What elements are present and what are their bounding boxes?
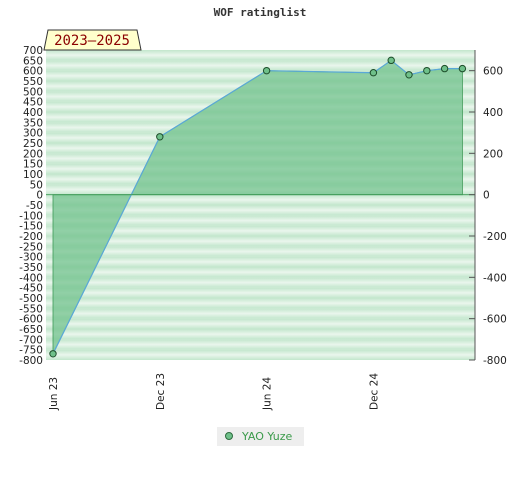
band xyxy=(46,215,475,226)
right-tick-label: -600 xyxy=(483,314,507,326)
data-point xyxy=(423,66,431,75)
right-tick-label: 600 xyxy=(483,66,503,78)
left-tick-label: -350 xyxy=(19,262,43,274)
right-tick-label: 200 xyxy=(483,148,503,160)
data-point xyxy=(458,64,467,73)
left-tick-label: -500 xyxy=(19,293,43,305)
band xyxy=(46,256,475,267)
period-badge: 2023–2025 xyxy=(43,29,142,51)
left-tick-label: -600 xyxy=(19,314,43,326)
band xyxy=(46,287,475,298)
band xyxy=(46,329,475,340)
data-point xyxy=(440,64,449,73)
left-tick-label: 200 xyxy=(23,148,43,160)
band xyxy=(46,298,475,309)
left-tick-label: 250 xyxy=(23,138,43,150)
legend[interactable]: YAO Yuze xyxy=(217,427,304,446)
right-tick-label: -200 xyxy=(483,231,507,243)
data-markers xyxy=(49,56,467,358)
left-tick-label: -50 xyxy=(26,200,43,212)
left-tick-label: 150 xyxy=(23,159,43,171)
axes: 7006506005505004504003503002502001501005… xyxy=(19,45,507,411)
band xyxy=(46,318,475,329)
left-tick-label: 300 xyxy=(23,128,43,140)
right-tick-label: 0 xyxy=(483,190,490,202)
data-point xyxy=(369,69,378,77)
x-tick-label: Dec 24 xyxy=(368,373,380,410)
band xyxy=(46,50,475,61)
left-tick-label: -750 xyxy=(19,345,43,357)
left-tick-label: 100 xyxy=(23,169,43,181)
left-tick-label: 700 xyxy=(23,45,43,57)
left-tick-label: -300 xyxy=(19,252,43,264)
data-point xyxy=(405,71,413,79)
legend-label: YAO Yuze xyxy=(241,430,293,443)
band xyxy=(46,225,475,236)
band xyxy=(46,308,475,319)
left-tick-label: 550 xyxy=(23,76,43,88)
x-tick-label: Jun 23 xyxy=(48,377,60,411)
data-point xyxy=(262,66,271,75)
left-tick-label: -100 xyxy=(19,210,43,222)
left-tick-label: -550 xyxy=(19,303,43,315)
band xyxy=(46,277,475,288)
left-tick-label: -150 xyxy=(19,221,43,233)
legend-marker-icon xyxy=(225,432,233,440)
band xyxy=(46,349,475,360)
data-point xyxy=(156,133,164,141)
left-tick-label: 0 xyxy=(36,190,43,202)
x-tick-label: Jun 24 xyxy=(262,377,274,411)
band xyxy=(46,236,475,247)
left-tick-label: -400 xyxy=(19,272,43,284)
left-tick-label: 650 xyxy=(23,55,43,67)
left-tick-label: -450 xyxy=(19,283,43,295)
left-tick-label: -700 xyxy=(19,334,43,346)
badge-text: 2023–2025 xyxy=(54,33,130,49)
left-tick-label: -650 xyxy=(19,324,43,336)
x-tick-label: Dec 23 xyxy=(155,373,167,410)
left-tick-label: -250 xyxy=(19,241,43,253)
data-point xyxy=(49,350,57,358)
left-tick-label: 50 xyxy=(30,179,43,191)
left-tick-label: 400 xyxy=(23,107,43,119)
band xyxy=(46,246,475,257)
band xyxy=(46,205,475,216)
band xyxy=(46,194,475,205)
band xyxy=(46,339,475,350)
right-tick-label: -800 xyxy=(483,355,507,367)
band xyxy=(46,267,475,278)
right-tick-label: 400 xyxy=(483,107,503,119)
left-tick-label: 600 xyxy=(23,66,43,78)
right-tick-label: -400 xyxy=(483,272,507,284)
chart-title: WOF ratinglist xyxy=(214,6,307,19)
left-tick-label: 350 xyxy=(23,117,43,129)
data-point xyxy=(387,56,395,65)
left-tick-label: 450 xyxy=(23,97,43,109)
band xyxy=(46,60,475,71)
left-tick-label: 500 xyxy=(23,86,43,98)
left-tick-label: -200 xyxy=(19,231,43,243)
left-tick-label: -800 xyxy=(19,355,43,367)
